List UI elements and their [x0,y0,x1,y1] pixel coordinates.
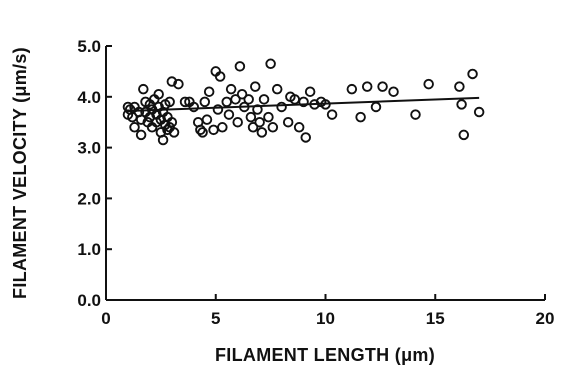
data-point [282,116,294,128]
y-axis-title: FILAMENT VELOCITY (μm/s) [10,47,30,299]
data-point [423,78,434,90]
data-point [326,109,338,120]
data-point [225,83,237,95]
data-point [236,89,248,100]
y-tick-label: 2.0 [77,189,101,208]
data-point [298,96,309,108]
x-axis-title: FILAMENT LENGTH (μm) [215,345,435,365]
data-point [304,86,316,97]
data-point [245,111,257,123]
y-tick-label: 3.0 [77,139,101,158]
data-point [188,101,200,113]
data-point [234,61,246,72]
data-point [230,94,241,105]
data-point [173,78,184,90]
y-tick-label: 5.0 [77,37,101,56]
data-point [388,86,399,97]
data-point [247,122,259,133]
data-point [138,83,149,95]
data-point [164,96,175,108]
data-point [214,71,226,82]
data-point [195,124,206,136]
data-point [157,134,169,146]
data-point [135,129,147,141]
data-point [265,58,276,70]
data-point [355,111,366,123]
data-point [221,96,232,108]
data-points [122,58,485,146]
data-point [467,68,478,80]
data-point [454,81,465,92]
data-point [201,114,213,125]
x-tick-label: 5 [211,309,220,328]
data-point [377,81,388,92]
data-point [199,96,211,108]
regression-line [127,96,480,113]
data-point [208,124,219,136]
data-point [276,101,287,113]
y-tick-label: 4.0 [77,88,101,107]
y-tick-label: 0.0 [77,291,101,310]
data-point [166,116,178,128]
data-point [254,116,265,128]
data-point [256,127,268,138]
data-point [300,132,311,143]
data-point [267,122,279,133]
data-point [217,122,228,133]
data-point [162,124,173,136]
data-point [197,127,208,138]
data-point [258,94,270,105]
data-point [370,101,382,113]
data-point [271,83,283,95]
data-point [410,109,421,120]
data-point [346,83,358,95]
data-point [263,111,274,123]
tick-marks [105,45,546,301]
data-point [458,129,470,141]
axes [105,46,545,301]
data-point [153,89,164,100]
x-tick-label: 15 [426,309,445,328]
x-tick-label: 0 [101,309,110,328]
x-tick-label: 10 [316,309,335,328]
data-point [212,104,224,115]
data-point [168,127,180,138]
y-tick-label: 1.0 [77,240,101,259]
regression-line-group [127,96,480,113]
data-point [122,101,134,113]
x-tick-label: 20 [536,309,555,328]
data-point [250,81,261,92]
data-point [473,106,485,118]
data-point [293,122,305,133]
data-point [232,116,243,128]
data-point [203,86,215,97]
data-point [456,99,467,110]
data-point [243,94,254,105]
data-point [129,122,140,133]
data-point [179,96,191,108]
data-point [361,81,373,92]
tick-labels: 0.0 1.0 2.0 3.0 4.0 5.0 0 5 10 15 20 [77,37,554,328]
data-point [223,109,235,120]
data-point [166,76,178,87]
